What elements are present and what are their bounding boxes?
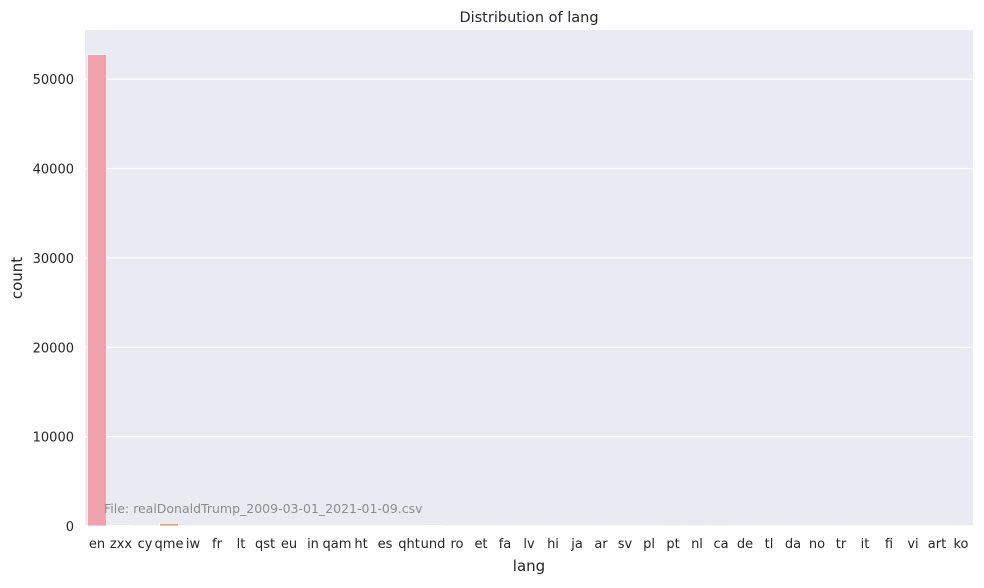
x-tick-label-fa: fa — [499, 537, 512, 552]
x-tick-label-cy: cy — [138, 537, 153, 552]
x-tick-label-no: no — [809, 537, 825, 552]
x-tick-label-sv: sv — [618, 537, 633, 552]
x-tick-label-qst: qst — [255, 537, 275, 552]
x-tick-label-lv: lv — [523, 537, 535, 552]
x-tick-label-ro: ro — [450, 537, 463, 552]
x-tick-label-fr: fr — [212, 537, 223, 552]
y-axis-label: count — [8, 257, 26, 299]
x-tick-label-tr: tr — [836, 537, 847, 552]
file-annotation: File: realDonaldTrump_2009-03-01_2021-01… — [104, 501, 423, 516]
x-tick-label-hi: hi — [547, 537, 559, 552]
x-tick-label-zxx: zxx — [110, 537, 133, 552]
x-tick-label-iw: iw — [186, 537, 201, 552]
x-tick-label-ja: ja — [570, 537, 583, 552]
y-tick-label-4: 40000 — [33, 163, 74, 178]
y-tick-label-3: 30000 — [33, 252, 74, 267]
y-tick-label-0: 0 — [66, 520, 74, 535]
x-tick-label-pl: pl — [643, 537, 655, 552]
y-tick-label-5: 50000 — [33, 73, 74, 88]
x-tick-label-de: de — [737, 537, 753, 552]
x-axis-label: lang — [513, 557, 545, 575]
x-tick-label-in: in — [307, 537, 319, 552]
chart-title: Distribution of lang — [459, 10, 598, 26]
x-tick-label-fi: fi — [885, 537, 893, 552]
x-tick-label-en: en — [89, 537, 105, 552]
plot-area — [85, 30, 973, 526]
x-tick-label-et: et — [474, 537, 487, 552]
x-tick-label-ko: ko — [953, 537, 968, 552]
x-tick-label-qam: qam — [323, 537, 352, 552]
bar-en — [87, 55, 106, 526]
x-tick-label-lt: lt — [237, 537, 246, 552]
y-tick-labels: 0 10000 20000 30000 40000 50000 — [33, 73, 74, 535]
bar-zxx — [111, 525, 130, 526]
y-tick-label-2: 20000 — [33, 341, 74, 356]
x-tick-label-vi: vi — [907, 537, 918, 552]
x-tick-label-ar: ar — [594, 537, 608, 552]
x-tick-label-art: art — [928, 537, 946, 552]
bar-qme — [159, 523, 178, 526]
x-tick-label-ht: ht — [354, 537, 367, 552]
x-tick-label-it: it — [861, 537, 870, 552]
x-tick-label-da: da — [785, 537, 801, 552]
x-tick-label-qht: qht — [398, 537, 420, 552]
x-tick-label-und: und — [421, 537, 446, 552]
x-tick-label-pt: pt — [666, 537, 679, 552]
x-tick-label-tl: tl — [765, 537, 774, 552]
bar-und — [423, 525, 442, 526]
x-tick-label-eu: eu — [281, 537, 297, 552]
x-tick-label-es: es — [378, 537, 393, 552]
x-tick-label-qme: qme — [155, 537, 184, 552]
x-tick-label-ca: ca — [713, 537, 728, 552]
y-tick-label-1: 10000 — [33, 431, 74, 446]
x-tick-label-nl: nl — [691, 537, 703, 552]
